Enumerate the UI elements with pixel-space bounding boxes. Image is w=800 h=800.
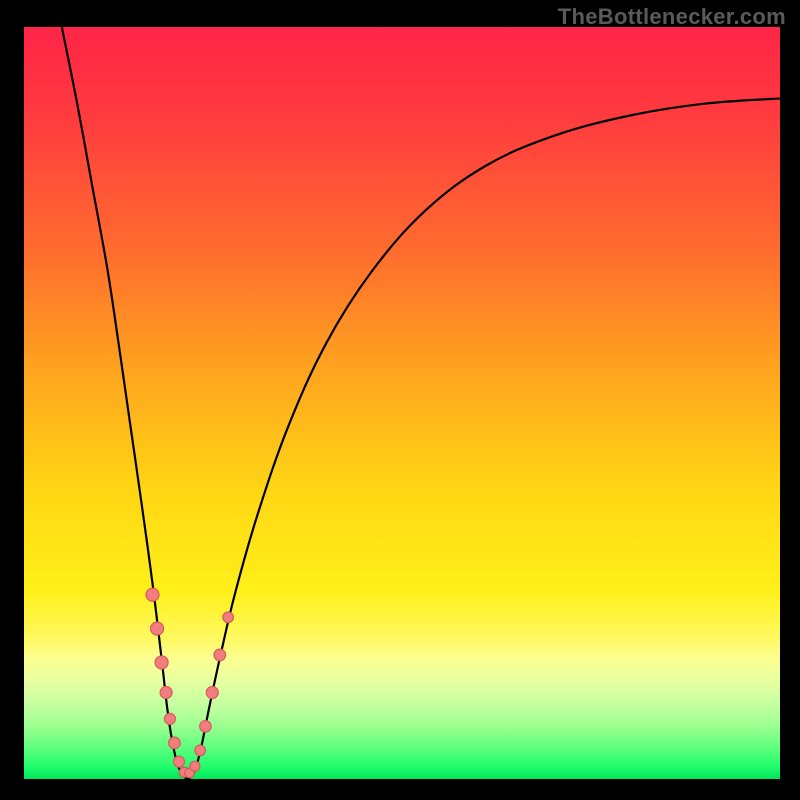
chart-stage: TheBottlenecker.com (0, 0, 800, 800)
data-marker (164, 713, 175, 724)
curve-layer (24, 27, 780, 779)
data-marker (223, 612, 234, 623)
attribution-text: TheBottlenecker.com (558, 4, 786, 30)
data-marker (160, 687, 172, 699)
data-marker (155, 656, 168, 669)
data-marker (200, 721, 212, 733)
data-marker (206, 687, 218, 699)
data-marker (190, 761, 200, 771)
plot-frame (24, 27, 780, 779)
data-marker (173, 756, 184, 767)
bottleneck-curve (62, 27, 780, 779)
data-marker (195, 745, 206, 756)
data-marker (146, 588, 159, 601)
data-marker (151, 622, 164, 635)
data-marker (214, 649, 226, 661)
marker-group (146, 588, 233, 778)
data-marker (169, 737, 181, 749)
